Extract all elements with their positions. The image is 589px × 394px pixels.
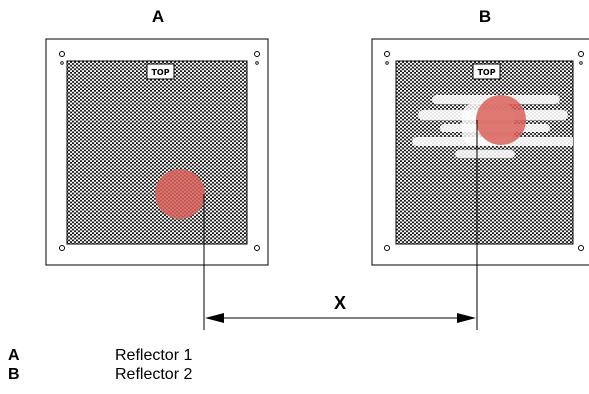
legend: A Reflector 1 B Reflector 2 xyxy=(8,346,308,384)
screw-hole-icon xyxy=(254,51,260,57)
dimension-x: X xyxy=(205,293,476,323)
screw-hole-icon xyxy=(254,245,260,251)
legend-text: Reflector 1 xyxy=(115,347,193,364)
panel-a-screw-holes xyxy=(59,51,260,251)
screw-hole-icon xyxy=(578,245,584,251)
panel-b-top-tag xyxy=(472,63,501,80)
panel-b-screw-holes xyxy=(384,51,584,251)
screw-hole-icon xyxy=(578,51,584,57)
panel-b-title: B xyxy=(479,7,491,26)
arrow-right-icon xyxy=(457,313,476,323)
screw-hole-icon xyxy=(579,61,583,65)
dimension-label: X xyxy=(334,293,346,313)
legend-key: B xyxy=(8,366,20,383)
panel-a: A TOP xyxy=(45,7,269,330)
legend-key: A xyxy=(8,347,20,364)
light-streak xyxy=(455,150,515,158)
legend-item: B Reflector 2 xyxy=(8,365,308,384)
panel-a-top-label: TOP xyxy=(151,68,169,77)
screw-hole-icon xyxy=(385,61,389,65)
arrow-left-icon xyxy=(205,313,224,323)
screw-hole-icon xyxy=(384,245,390,251)
panel-b-target-spot xyxy=(476,95,526,145)
screw-hole-icon xyxy=(60,61,64,65)
screw-hole-icon xyxy=(59,245,65,251)
legend-item: A Reflector 1 xyxy=(8,346,308,365)
panel-a-title: A xyxy=(152,7,164,26)
panel-b-top-label: TOP xyxy=(477,68,495,77)
screw-hole-icon xyxy=(255,61,259,65)
panel-b: B TOP xyxy=(371,7,589,330)
panel-a-mesh xyxy=(66,60,248,245)
panel-a-top-tag xyxy=(146,63,175,80)
screw-hole-icon xyxy=(59,51,65,57)
screw-hole-icon xyxy=(384,51,390,57)
panel-a-target-spot xyxy=(155,169,205,219)
legend-text: Reflector 2 xyxy=(115,366,193,383)
